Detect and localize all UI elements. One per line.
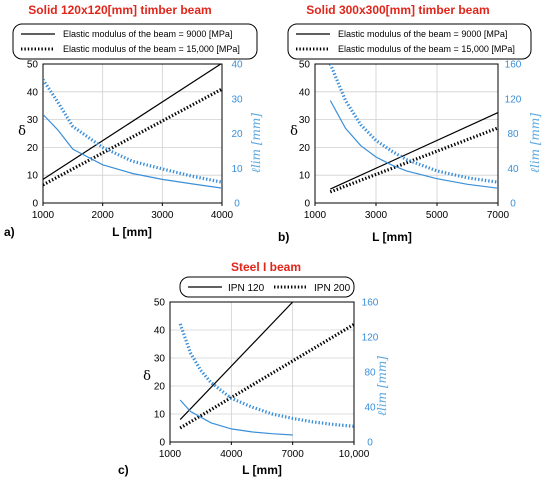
plot-frame [169, 301, 355, 443]
series-line-2 [43, 87, 222, 187]
series-line-3 [329, 100, 498, 189]
legend-box [179, 276, 355, 298]
y2-tick-label: 0 [510, 199, 516, 210]
chart-title: Steel I beam [231, 260, 301, 274]
y2-tick-label: 10 [231, 164, 243, 175]
y-tick-label: 0 [304, 199, 310, 210]
series-line-1 [43, 64, 222, 180]
y2-tick-label: 160 [362, 298, 379, 309]
x-tick-label: 5000 [426, 210, 449, 221]
y-tick-label: 30 [154, 354, 166, 365]
plot-frame [314, 63, 499, 204]
legend-label-2: IPN 200 [314, 283, 351, 294]
y-tick-label: 0 [32, 199, 38, 210]
y-tick-label: 10 [154, 410, 166, 421]
series-line-3 [43, 113, 222, 189]
y-tick-label: 50 [154, 298, 166, 309]
legend-box [287, 23, 532, 60]
y2-tick-label: 40 [364, 403, 376, 414]
series-line-3 [179, 399, 293, 436]
legend-label-2: Elastic modulus of the beam = 15,000 [MP… [63, 44, 240, 54]
y-tick-label: 10 [27, 171, 39, 182]
y2-tick-label: 0 [367, 438, 373, 449]
y2-tick-label: 120 [362, 333, 379, 344]
legend-label-1: IPN 120 [228, 283, 265, 294]
x-tick-label: 3000 [365, 210, 388, 221]
y-tick-label: 50 [27, 60, 39, 71]
y-tick-label: 40 [27, 87, 39, 98]
y2-tick-label: 120 [505, 94, 522, 105]
x-tick-label: 1000 [159, 449, 182, 460]
y2-tick-label: 30 [231, 94, 243, 105]
plot-frame [42, 63, 223, 204]
series-line-1 [179, 302, 294, 421]
y-tick-label: 10 [299, 171, 311, 182]
y-tick-label: 20 [27, 143, 39, 154]
y2-tick-label: 40 [231, 60, 243, 71]
x-tick-label: 7000 [487, 210, 510, 221]
chart-panel-1: Solid 120x120[mm] timber beam Elastic mod… [4, 3, 263, 239]
y2-tick-label: 80 [507, 129, 519, 140]
y-axis-label: δ [18, 124, 26, 139]
chart-title: Solid 120x120[mm] timber beam [28, 3, 211, 17]
panel-label: b) [278, 230, 289, 244]
series-line-4 [328, 64, 498, 184]
x-tick-label: 4000 [220, 449, 243, 460]
x-tick-label: 2000 [92, 210, 115, 221]
series-line-4 [43, 78, 222, 184]
chart-panel-2: Solid 300x300[mm] timber beam Elastic mod… [278, 3, 542, 244]
x-tick-label: 3000 [151, 210, 174, 221]
y2-tick-label: 20 [231, 129, 243, 140]
y-tick-label: 30 [27, 115, 39, 126]
x-tick-label: 1000 [32, 210, 55, 221]
y2-tick-label: 80 [364, 368, 376, 379]
legend-box [12, 23, 258, 60]
series-line-2 [329, 126, 498, 194]
y-tick-label: 30 [299, 115, 311, 126]
legend-label-1: Elastic modulus of the beam = 9000 [MPa] [338, 29, 507, 39]
y-axis-label: δ [290, 124, 298, 139]
x-tick-label: 1000 [304, 210, 327, 221]
x-axis-label: L [mm] [372, 230, 412, 244]
y-tick-label: 40 [299, 87, 311, 98]
y-tick-label: 20 [299, 143, 311, 154]
x-tick-label: 7000 [282, 449, 305, 460]
x-axis-label: L [mm] [112, 225, 152, 239]
y2-tick-label: 40 [507, 164, 519, 175]
legend-label-1: Elastic modulus of the beam = 9000 [MPa] [63, 29, 232, 39]
y2-tick-label: 160 [505, 60, 522, 71]
panel-label: a) [4, 225, 15, 239]
legend-label-2: Elastic modulus of the beam = 15,000 [MP… [338, 44, 515, 54]
x-axis-label: L [mm] [242, 463, 282, 477]
series-line-1 [330, 112, 498, 190]
chart-title: Solid 300x300[mm] timber beam [306, 3, 489, 17]
y-tick-label: 20 [154, 382, 166, 393]
y2-axis-label: ℓlim [mm] [528, 113, 542, 173]
y2-axis-label: ℓlim [mm] [375, 356, 389, 416]
y-axis-label: δ [143, 369, 151, 384]
y2-tick-label: 0 [234, 199, 240, 210]
y-tick-label: 0 [159, 438, 165, 449]
x-tick-label: 4000 [211, 210, 234, 221]
y-tick-label: 50 [299, 60, 311, 71]
y-tick-label: 40 [154, 326, 166, 337]
x-tick-label: 10,000 [339, 449, 370, 460]
y2-axis-label: ℓlim [mm] [249, 113, 263, 173]
panel-label: c) [118, 463, 129, 477]
